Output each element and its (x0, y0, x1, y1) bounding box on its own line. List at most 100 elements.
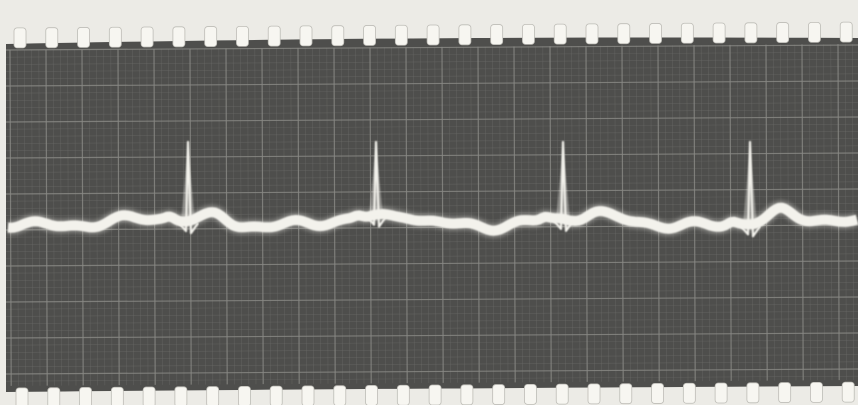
grid-major-line (81, 49, 84, 386)
grid-minor-line (5, 289, 858, 296)
sprocket-hole (301, 385, 315, 405)
grid-minor-line (88, 49, 91, 386)
grid-minor-line (5, 339, 858, 346)
grid-minor-line (268, 48, 271, 385)
grid-minor-line (319, 47, 322, 384)
sprocket-hole (77, 27, 90, 48)
ecg-trace-baseline (6, 202, 858, 236)
grid-major-line (5, 152, 858, 159)
ecg-spikes (178, 140, 761, 238)
grid-major-line (5, 368, 858, 375)
grid-minor-line (463, 46, 466, 383)
grid-minor-line (52, 49, 55, 386)
ecg-spike-fill (556, 146, 570, 219)
bottom-sprocket-holes (15, 381, 855, 405)
grid-minor-line (492, 46, 494, 383)
grid-minor-line (5, 325, 858, 332)
sprocket-hole (810, 381, 823, 403)
grid-major-line (837, 44, 840, 381)
grid-minor-line (700, 45, 703, 382)
grid-major-line (513, 46, 516, 383)
grid-minor-line (5, 66, 858, 72)
grid-minor-line (470, 46, 473, 383)
sprocket-hole (841, 381, 855, 403)
grid-minor-line (247, 48, 250, 385)
sprocket-hole (47, 387, 61, 405)
sprocket-hole (426, 24, 440, 46)
grid-minor-line (5, 347, 858, 353)
sprocket-hole (299, 25, 313, 47)
grid-minor-line (672, 45, 674, 382)
sprocket-hole (585, 23, 599, 45)
grid-major-line (477, 46, 480, 383)
grid-minor-line (74, 49, 77, 386)
sprocket-hole (363, 25, 376, 46)
grid-minor-lines (5, 44, 858, 386)
sprocket-hole (682, 382, 696, 404)
sprocket-hole (524, 383, 537, 405)
grid-minor-line (758, 44, 761, 381)
grid-minor-line (686, 45, 689, 382)
sprocket-hole (808, 21, 821, 43)
grid-major-line (5, 332, 858, 339)
grid-major-line (5, 116, 858, 123)
grid-minor-line (276, 48, 278, 385)
grid-minor-line (823, 44, 826, 381)
grid-minor-line (5, 361, 858, 368)
grid-minor-line (5, 102, 858, 108)
grid-minor-line (664, 45, 667, 382)
grid-minor-line (5, 51, 858, 58)
grid-minor-line (5, 253, 858, 260)
sprocket-hole (79, 387, 92, 405)
sprocket-hole (460, 384, 474, 405)
grid-minor-line (5, 159, 858, 166)
grid-minor-line (5, 267, 858, 274)
grid-minor-line (816, 44, 818, 381)
sprocket-hole (651, 383, 664, 404)
grid-minor-line (5, 275, 858, 281)
grid-minor-line (844, 44, 847, 381)
grid-minor-line (5, 303, 858, 310)
grid-major-line (9, 49, 12, 386)
sprocket-hole (744, 22, 758, 44)
grid-minor-line (715, 44, 718, 381)
grid-minor-line (5, 282, 858, 288)
sprocket-hole (331, 25, 345, 47)
grid-minor-line (499, 46, 502, 383)
grid-major-line (5, 296, 858, 303)
ecg-spike-fill (181, 146, 195, 222)
grid-minor-line (643, 45, 646, 382)
grid-minor-line (5, 87, 858, 94)
grid-minor-line (67, 49, 70, 386)
sprocket-hole (619, 383, 633, 405)
grid-minor-line (506, 46, 509, 383)
sprocket-hole (839, 21, 853, 43)
sprocket-hole (778, 382, 792, 403)
sprocket-hole (428, 384, 442, 405)
grid-major-line (5, 44, 858, 51)
grid-minor-line (5, 167, 858, 173)
grid-minor-line (628, 45, 631, 382)
sprocket-hole (333, 385, 347, 405)
sprocket-hole (458, 24, 472, 46)
grid-minor-line (484, 46, 487, 383)
grid-minor-line (456, 46, 458, 383)
grid-minor-line (5, 109, 858, 116)
grid-minor-line (312, 47, 314, 384)
grid-minor-line (232, 48, 235, 385)
grid-major-line (657, 45, 660, 382)
sprocket-hole (365, 385, 378, 405)
sprocket-hole (172, 26, 186, 48)
sprocket-hole (15, 387, 29, 405)
grid-minor-line (5, 181, 858, 188)
sprocket-hole (267, 25, 281, 47)
sprocket-hole (776, 22, 790, 43)
grid-minor-line (5, 123, 858, 130)
sprocket-hole (714, 382, 728, 404)
grid-major-line (5, 188, 858, 195)
sprocket-hole (110, 386, 124, 405)
sprocket-hole (45, 27, 59, 49)
grid-minor-line (5, 311, 858, 317)
sprocket-hole (238, 385, 251, 405)
ecg-spike (178, 140, 199, 235)
